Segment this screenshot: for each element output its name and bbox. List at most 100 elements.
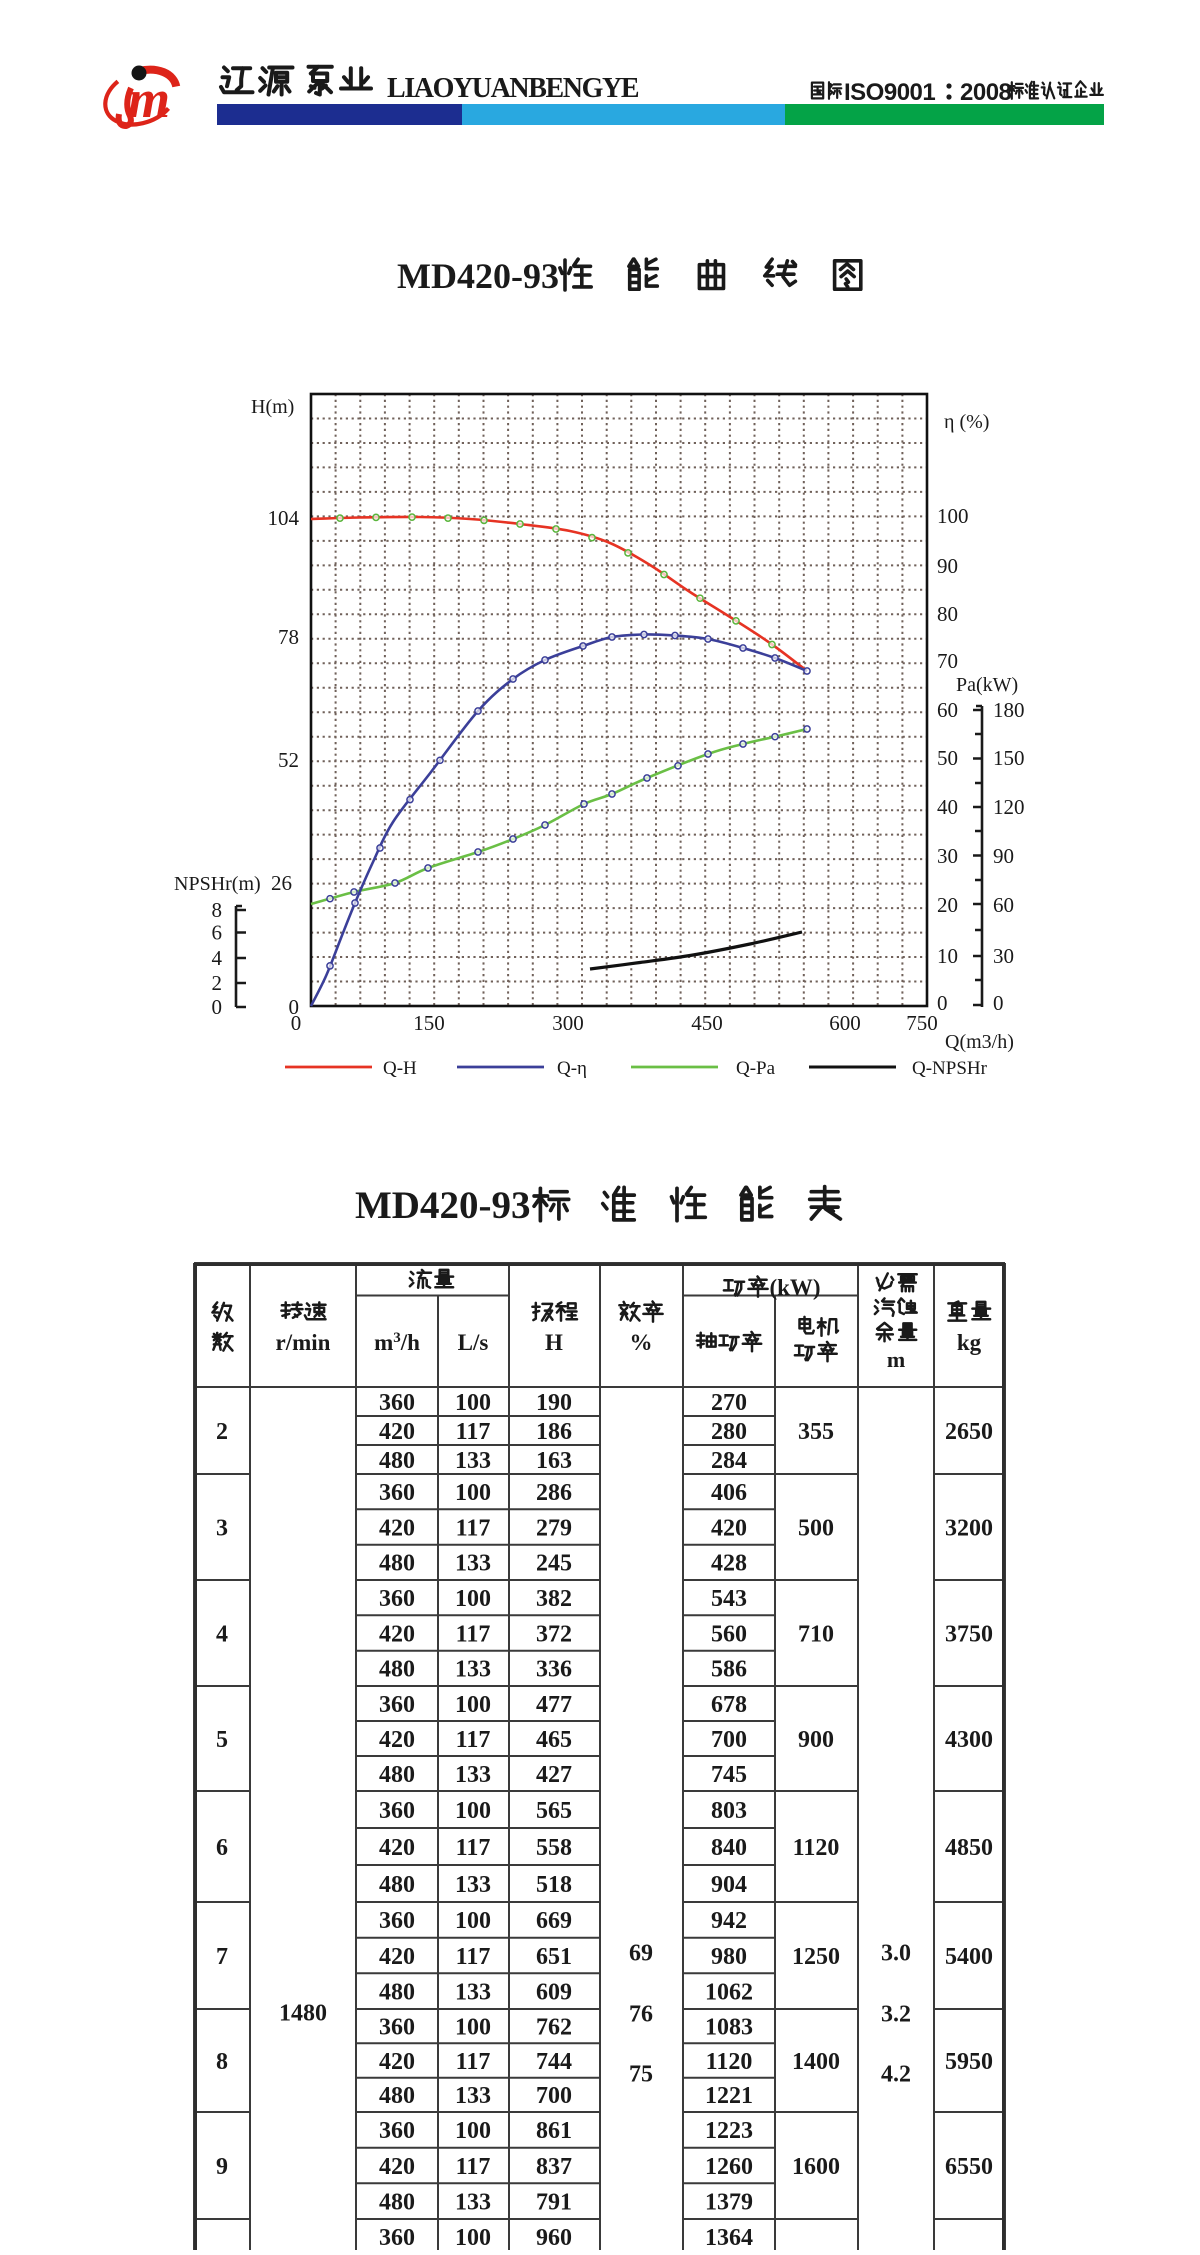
svg-text:360: 360 bbox=[379, 1908, 415, 1934]
svg-text:1120: 1120 bbox=[706, 2049, 753, 2075]
svg-text:133: 133 bbox=[455, 2083, 491, 2109]
svg-text:4: 4 bbox=[216, 1621, 228, 1647]
svg-text:420: 420 bbox=[379, 1621, 415, 1647]
svg-text:1364: 1364 bbox=[705, 2225, 753, 2250]
svg-text:0: 0 bbox=[212, 995, 223, 1019]
svg-text:1120: 1120 bbox=[793, 1835, 840, 1861]
svg-text:100: 100 bbox=[455, 1908, 491, 1934]
svg-text:480: 480 bbox=[379, 2190, 415, 2216]
svg-text:336: 336 bbox=[536, 1657, 572, 1683]
svg-text:420: 420 bbox=[379, 1515, 415, 1541]
svg-text:100: 100 bbox=[455, 1692, 491, 1718]
svg-text:6: 6 bbox=[216, 1835, 228, 1861]
svg-text:117: 117 bbox=[456, 2049, 491, 2075]
svg-text:750: 750 bbox=[906, 1011, 938, 1035]
svg-text:1400: 1400 bbox=[792, 2049, 840, 2075]
svg-text:MD420-93: MD420-93 bbox=[355, 1184, 530, 1227]
svg-text:100: 100 bbox=[937, 504, 969, 528]
svg-text:133: 133 bbox=[455, 1551, 491, 1577]
svg-text:518: 518 bbox=[536, 1872, 572, 1898]
svg-text:360: 360 bbox=[379, 1480, 415, 1506]
svg-text:1223: 1223 bbox=[705, 2118, 753, 2144]
svg-text:kg: kg bbox=[957, 1330, 982, 1355]
svg-text:117: 117 bbox=[456, 1515, 491, 1541]
svg-text:280: 280 bbox=[711, 1419, 747, 1445]
svg-text:MD420-93: MD420-93 bbox=[397, 256, 559, 296]
svg-text:117: 117 bbox=[456, 1621, 491, 1647]
svg-text:0: 0 bbox=[289, 995, 300, 1019]
svg-text:942: 942 bbox=[711, 1908, 747, 1934]
svg-text:133: 133 bbox=[455, 1872, 491, 1898]
svg-text:H(m): H(m) bbox=[251, 396, 294, 418]
svg-text:4850: 4850 bbox=[945, 1835, 993, 1861]
svg-text:117: 117 bbox=[456, 1419, 491, 1445]
svg-text:3.2: 3.2 bbox=[881, 2001, 911, 2027]
svg-text:m3/h: m3/h bbox=[374, 1330, 420, 1355]
svg-text:480: 480 bbox=[379, 1657, 415, 1683]
svg-text:(kW): (kW) bbox=[769, 1275, 820, 1300]
svg-text:186: 186 bbox=[536, 1419, 572, 1445]
svg-text:480: 480 bbox=[379, 1980, 415, 2006]
svg-text:543: 543 bbox=[711, 1586, 747, 1612]
svg-text:76: 76 bbox=[629, 2001, 653, 2027]
svg-text:LIAOYUANBENGYE: LIAOYUANBENGYE bbox=[387, 73, 639, 104]
svg-text:2: 2 bbox=[212, 971, 223, 995]
svg-text:1260: 1260 bbox=[705, 2154, 753, 2180]
svg-text:4300: 4300 bbox=[945, 1727, 993, 1753]
svg-text:558: 558 bbox=[536, 1835, 572, 1861]
svg-text:100: 100 bbox=[455, 1390, 491, 1416]
svg-text:117: 117 bbox=[456, 1727, 491, 1753]
svg-text:565: 565 bbox=[536, 1798, 572, 1824]
svg-text:710: 710 bbox=[798, 1621, 834, 1647]
svg-text:30: 30 bbox=[937, 844, 958, 868]
svg-text:90: 90 bbox=[993, 844, 1014, 868]
svg-text:70: 70 bbox=[937, 649, 958, 673]
svg-text:480: 480 bbox=[379, 2083, 415, 2109]
svg-text:1250: 1250 bbox=[792, 1944, 840, 1970]
svg-text:286: 286 bbox=[536, 1480, 572, 1506]
svg-text:360: 360 bbox=[379, 1692, 415, 1718]
svg-text:270: 270 bbox=[711, 1390, 747, 1416]
svg-text:586: 586 bbox=[711, 1657, 747, 1683]
svg-text:904: 904 bbox=[711, 1872, 747, 1898]
svg-text:150: 150 bbox=[413, 1011, 445, 1035]
svg-text:900: 900 bbox=[798, 1727, 834, 1753]
svg-text:500: 500 bbox=[798, 1515, 834, 1541]
svg-text:4: 4 bbox=[212, 946, 223, 970]
svg-text:6: 6 bbox=[212, 921, 223, 945]
svg-text:669: 669 bbox=[536, 1908, 572, 1934]
svg-text:420: 420 bbox=[379, 1419, 415, 1445]
svg-text:100: 100 bbox=[455, 1798, 491, 1824]
svg-text:480: 480 bbox=[379, 1762, 415, 1788]
svg-text:791: 791 bbox=[536, 2190, 572, 2216]
svg-text:8: 8 bbox=[216, 2049, 228, 2075]
svg-text:360: 360 bbox=[379, 1798, 415, 1824]
svg-text:700: 700 bbox=[711, 1727, 747, 1753]
svg-text:420: 420 bbox=[379, 1944, 415, 1970]
svg-text:360: 360 bbox=[379, 1390, 415, 1416]
svg-text:190: 190 bbox=[536, 1390, 572, 1416]
svg-text:0: 0 bbox=[937, 991, 948, 1015]
svg-text:420: 420 bbox=[379, 2154, 415, 2180]
svg-text:382: 382 bbox=[536, 1586, 572, 1612]
svg-text:360: 360 bbox=[379, 1586, 415, 1612]
svg-text:m: m bbox=[128, 69, 170, 129]
svg-text:2650: 2650 bbox=[945, 1419, 993, 1445]
svg-text:355: 355 bbox=[798, 1419, 834, 1445]
svg-text:60: 60 bbox=[993, 893, 1014, 917]
svg-text:745: 745 bbox=[711, 1762, 747, 1788]
svg-text:465: 465 bbox=[536, 1727, 572, 1753]
svg-text:75: 75 bbox=[629, 2061, 653, 2087]
svg-text:477: 477 bbox=[536, 1692, 572, 1718]
svg-text:6550: 6550 bbox=[945, 2154, 993, 2180]
svg-text:5: 5 bbox=[216, 1727, 228, 1753]
svg-text:609: 609 bbox=[536, 1980, 572, 2006]
svg-text:NPSHr(m): NPSHr(m) bbox=[174, 873, 261, 895]
svg-text:1480: 1480 bbox=[279, 2000, 327, 2026]
svg-text:406: 406 bbox=[711, 1480, 747, 1506]
svg-text:133: 133 bbox=[455, 1762, 491, 1788]
svg-text:8: 8 bbox=[212, 898, 223, 922]
svg-text:80: 80 bbox=[937, 602, 958, 626]
svg-text:4.2: 4.2 bbox=[881, 2061, 911, 2087]
svg-text:284: 284 bbox=[711, 1448, 747, 1474]
